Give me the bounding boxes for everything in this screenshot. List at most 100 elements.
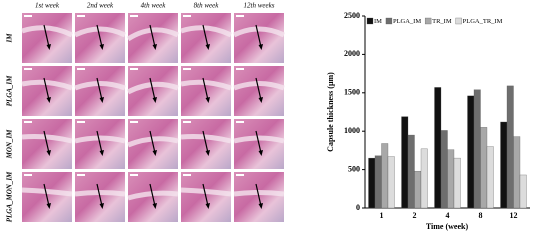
tissue-band: [74, 135, 126, 144]
legend-swatch: [366, 17, 374, 25]
bar: [486, 146, 494, 209]
column-header: 2nd week: [87, 2, 114, 10]
arrow: [43, 130, 50, 154]
arrow-head: [205, 44, 210, 50]
y-axis-title: Capsule thickness (μm): [326, 72, 335, 152]
arrow-head: [258, 150, 263, 156]
tissue-band: [74, 81, 126, 91]
bar: [500, 121, 508, 209]
arrow: [255, 130, 262, 154]
arrow: [43, 77, 50, 101]
figure: 1st week 2nd week 4th week 8th week 12th wee…: [6, 2, 530, 231]
bar: [480, 127, 488, 209]
scale-bar: [236, 15, 244, 17]
scale-bar: [236, 68, 244, 70]
bar: [440, 130, 448, 209]
bar: [368, 157, 376, 209]
scale-bar: [183, 15, 191, 17]
arrow-head: [46, 203, 51, 209]
tissue-band: [127, 136, 179, 148]
bar: [453, 157, 461, 209]
bar: [467, 95, 475, 209]
bar: [374, 155, 382, 209]
tissue-band: [233, 81, 285, 91]
y-tick-label: 1000: [344, 126, 360, 135]
tissue-band: [21, 79, 73, 91]
arrow: [255, 24, 262, 48]
row-label: PLGA_MON_IM: [6, 171, 14, 222]
arrow-head: [99, 203, 104, 209]
tissue-band: [127, 190, 179, 201]
arrow-head: [99, 150, 104, 156]
tissue-band: [74, 190, 126, 197]
histology-panel: 1st week 2nd week 4th week 8th week 12th wee…: [6, 2, 286, 222]
arrow: [149, 77, 156, 101]
arrow: [255, 183, 262, 207]
tissue-band: [180, 25, 233, 38]
y-tick-label: 0: [356, 203, 360, 212]
arrow: [96, 77, 103, 101]
arrow-head: [205, 97, 210, 103]
arrow: [255, 77, 262, 101]
column-header: 4th week: [141, 2, 167, 10]
arrow: [202, 130, 209, 154]
scale-bar: [130, 174, 138, 176]
arrow: [149, 130, 156, 154]
arrow-head: [258, 97, 263, 103]
scale-bar: [130, 15, 138, 17]
arrow-head: [99, 44, 104, 50]
scale-bar: [77, 174, 85, 176]
tissue-band: [180, 187, 232, 197]
arrow: [202, 183, 209, 207]
tissue-band: [73, 26, 127, 38]
bar: [401, 116, 409, 209]
scale-bar: [24, 174, 32, 176]
column-header: 8th week: [194, 2, 220, 10]
scale-bar: [236, 174, 244, 176]
legend-label: TR_IM: [432, 18, 452, 25]
arrow-head: [152, 203, 157, 209]
scale-bar: [183, 68, 191, 70]
arrow-head: [258, 203, 263, 209]
bar: [420, 148, 428, 209]
bar: [506, 85, 514, 209]
legend-label: PLGA_IM: [393, 18, 421, 25]
arrow: [202, 77, 209, 101]
arrow: [96, 130, 103, 154]
scale-bar: [183, 121, 191, 123]
scale-bar: [77, 15, 85, 17]
bar: [381, 143, 389, 209]
y-tick-label: 500: [348, 164, 360, 173]
scale-bar: [130, 68, 138, 70]
arrow: [43, 24, 50, 48]
row-label: PLGA_IM: [6, 75, 14, 107]
tissue-band: [180, 79, 232, 91]
tissue-band: [233, 190, 285, 197]
column-header: 12th weeks: [244, 2, 275, 10]
x-tick-label: 8: [479, 211, 483, 220]
legend-label: IM: [374, 18, 382, 25]
arrow-head: [205, 150, 210, 156]
bar: [519, 174, 527, 209]
tissue-band: [21, 25, 74, 38]
tissue-band: [126, 81, 179, 95]
legend-swatch: [455, 17, 462, 25]
bar: [513, 136, 521, 209]
legend-swatch: [424, 17, 432, 25]
scale-bar: [77, 121, 85, 123]
tissue-band: [21, 134, 73, 144]
scale-bar: [24, 68, 32, 70]
arrow-head: [99, 97, 104, 103]
legend-swatch: [385, 17, 393, 25]
scale-bar: [77, 68, 85, 70]
arrow-head: [205, 203, 210, 209]
tissue-band: [21, 187, 73, 197]
x-tick-label: 2: [413, 211, 417, 220]
bar: [387, 156, 395, 209]
tissue-band: [232, 26, 286, 38]
arrow: [96, 183, 103, 207]
arrow-head: [46, 44, 51, 50]
y-tick-label: 2500: [344, 11, 360, 20]
scale-bar: [24, 121, 32, 123]
bar: [407, 134, 415, 209]
